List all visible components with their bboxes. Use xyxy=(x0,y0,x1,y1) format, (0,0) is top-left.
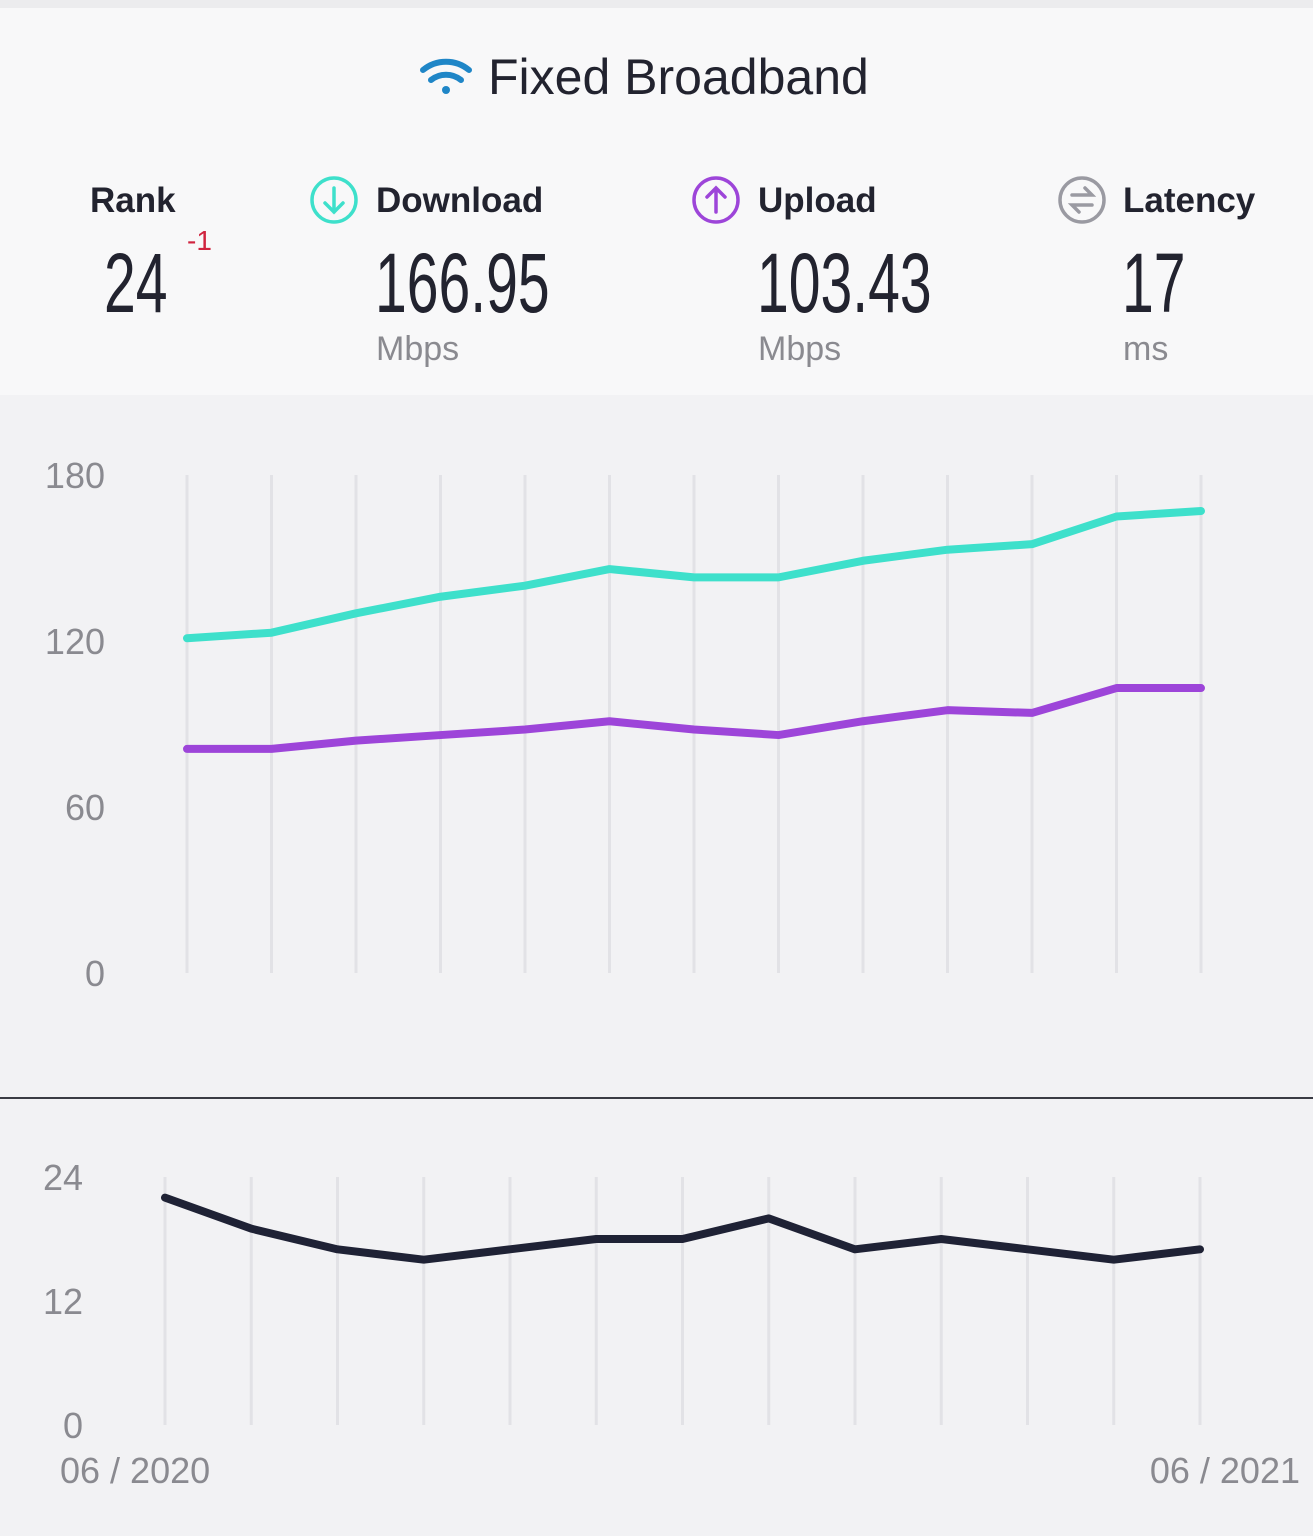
y-tick-label: 12 xyxy=(43,1281,83,1322)
x-tick-label: 06 / 2021 xyxy=(1150,1450,1300,1491)
stat-unit: Mbps xyxy=(376,330,459,368)
wifi-icon xyxy=(420,58,472,94)
y-tick-label: 0 xyxy=(63,1405,83,1446)
stat-unit: Mbps xyxy=(758,330,841,368)
y-tick-label: 0 xyxy=(85,953,105,994)
x-tick-label: 06 / 2020 xyxy=(60,1450,210,1491)
stat-label: Rank xyxy=(90,181,176,220)
download-icon xyxy=(310,176,358,224)
stat-label: Latency xyxy=(1123,181,1256,220)
header-background xyxy=(0,0,1313,395)
stat-label: Download xyxy=(376,181,543,220)
data-line xyxy=(161,1193,1204,1264)
stat-unit: ms xyxy=(1123,330,1168,368)
y-tick-label: 24 xyxy=(43,1157,83,1198)
y-tick-label: 60 xyxy=(65,787,105,828)
y-tick-label: 180 xyxy=(45,455,105,496)
rank-change: -1 xyxy=(187,225,212,256)
stat-value: 17 xyxy=(1122,237,1186,331)
data-line xyxy=(183,506,1205,643)
y-tick-label: 120 xyxy=(45,621,105,662)
title: Fixed Broadband xyxy=(488,49,869,105)
top-strip xyxy=(0,0,1313,8)
data-line xyxy=(183,684,1205,753)
stat-label: Upload xyxy=(758,181,877,220)
upload-icon xyxy=(692,176,740,224)
stat-value: 103.43 xyxy=(757,237,932,331)
stat-value: 166.95 xyxy=(375,237,550,331)
stat-value: 24 xyxy=(104,237,168,331)
latency-icon xyxy=(1058,176,1106,224)
